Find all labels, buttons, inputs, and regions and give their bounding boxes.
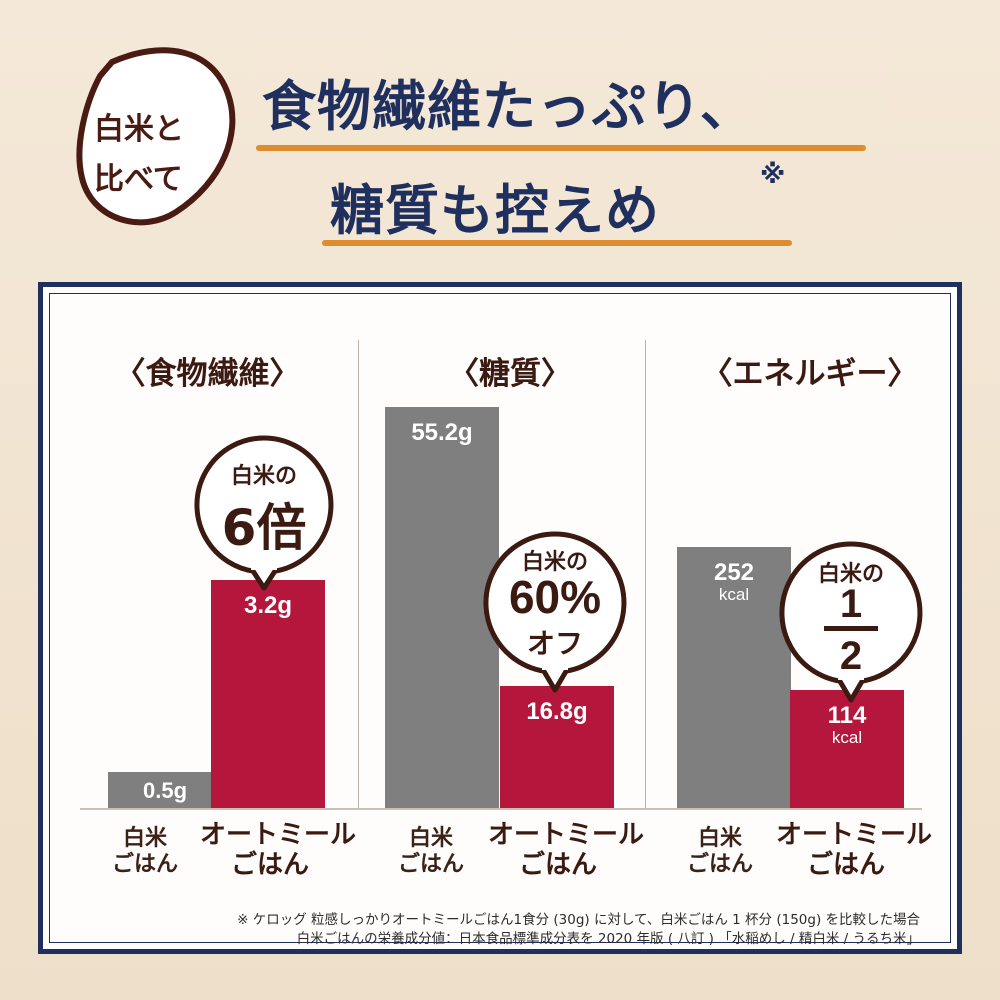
badge-line2: 比べて xyxy=(94,162,183,197)
callout-fiber: 白米の 6倍 xyxy=(193,434,335,592)
rice-grain-icon xyxy=(76,47,236,226)
bar-energy-rice xyxy=(677,547,791,808)
bar-fiber-rice xyxy=(108,772,222,808)
section-divider xyxy=(645,340,646,810)
callout-carbs-sub: オフ xyxy=(526,627,583,660)
chart-baseline xyxy=(80,808,922,810)
oat-label-line1: オートミール xyxy=(488,820,645,850)
headline-underline-2 xyxy=(322,240,792,246)
bar-carbs-rice xyxy=(385,407,499,808)
rice-label-line2: ごはん xyxy=(397,852,464,877)
category-label-oatmeal: オートミール ごはん xyxy=(200,820,357,880)
data-label-fiber-oatmeal: 3.2g xyxy=(243,592,293,619)
callout-energy-numerator: 1 xyxy=(839,582,863,626)
bar-fiber-oatmeal xyxy=(211,580,325,808)
rice-label-line1: 白米 xyxy=(408,826,453,851)
comparison-badge: 白米と 比べて xyxy=(72,42,240,228)
headline-note-mark: ※ xyxy=(760,160,786,190)
bar-carbs-oatmeal xyxy=(500,686,614,808)
oat-label-line1: オートミール xyxy=(200,820,357,850)
data-label-carbs-rice: 55.2g xyxy=(411,419,473,446)
category-label-oatmeal: オートミール ごはん xyxy=(488,820,645,880)
category-label-rice: 白米 ごはん xyxy=(396,826,466,878)
footnote-line1: ※ ケロッグ 粒感しっかりオートミールごはん1食分 (30g) に対して、白米ご… xyxy=(237,912,920,928)
oat-label-line2: ごはん xyxy=(518,850,597,880)
rice-label-line1: 白米 xyxy=(122,826,167,851)
callout-energy-top: 白米の xyxy=(817,562,884,587)
headline-underline-1 xyxy=(256,145,866,151)
data-label-energy-oatmeal: 114 kcal xyxy=(827,702,867,747)
callout-energy-denominator: 2 xyxy=(839,634,863,678)
oat-label-line2: ごはん xyxy=(230,850,309,880)
oat-label-line1: オートミール xyxy=(776,820,933,850)
section-title-energy: 〈エネルギー〉 xyxy=(701,356,919,392)
callout-energy: 白米の 1 2 xyxy=(778,540,924,704)
data-label-energy-rice: 252 kcal xyxy=(713,559,755,604)
bar-energy-oatmeal xyxy=(790,690,904,808)
category-label-rice: 白米 ごはん xyxy=(110,826,180,878)
section-title-carbs: 〈糖質〉 xyxy=(448,356,572,392)
headline-line1: 食物繊維たっぷり、 xyxy=(262,75,755,138)
rice-label-line2: ごはん xyxy=(686,852,753,877)
callout-fiber-main: 6倍 xyxy=(221,499,307,557)
data-label-carbs-oatmeal: 16.8g xyxy=(526,698,588,725)
badge-line1: 白米と xyxy=(94,112,184,147)
oat-label-line2: ごはん xyxy=(806,850,885,880)
section-divider xyxy=(358,340,359,810)
callout-carbs: 白米の 60% オフ xyxy=(482,530,628,694)
section-title-fiber: 〈食物繊維〉 xyxy=(114,356,301,392)
category-label-oatmeal: オートミール ごはん xyxy=(776,820,933,880)
callout-carbs-main: 60% xyxy=(508,571,602,623)
category-label-rice: 白米 ごはん xyxy=(685,826,755,878)
rice-label-line1: 白米 xyxy=(697,826,742,851)
callout-fiber-top: 白米の xyxy=(230,464,297,489)
data-label-fiber-rice: 0.5g xyxy=(142,778,188,803)
headline-line2: 糖質も控えめ xyxy=(330,179,660,242)
footnote-line2: 白米ごはんの栄養成分値：日本食品標準成分表を 2020 年版 ( 八訂 ) 「水… xyxy=(296,931,920,947)
callout-carbs-top: 白米の xyxy=(521,550,588,575)
rice-label-line2: ごはん xyxy=(111,852,178,877)
